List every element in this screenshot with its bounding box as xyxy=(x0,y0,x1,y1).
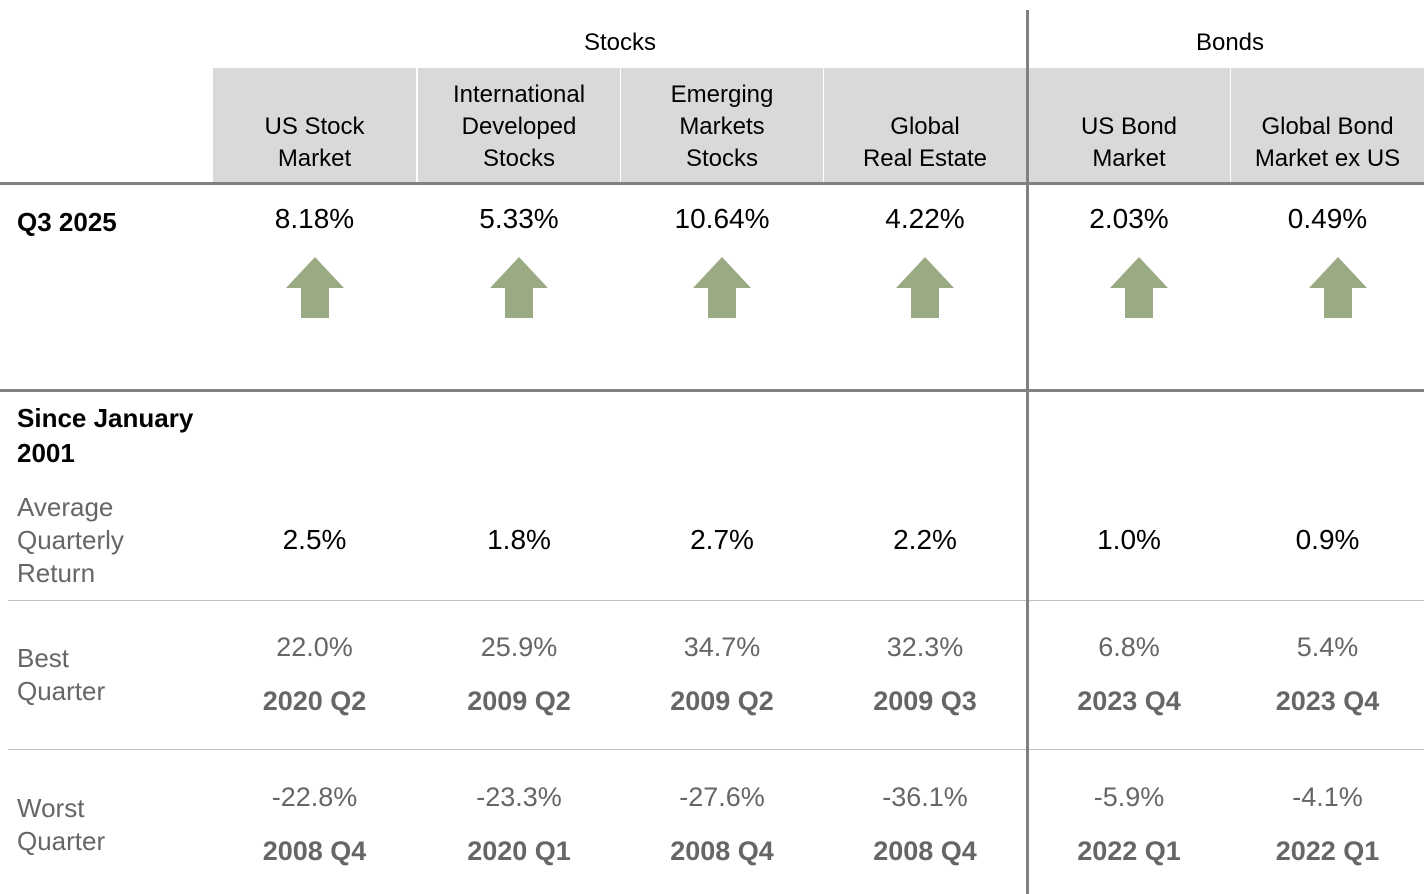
quarter-return: 0.49% xyxy=(1287,203,1368,234)
arrow-icon xyxy=(1308,257,1367,318)
header-cell xyxy=(621,68,823,182)
column-header-line: Emerging xyxy=(670,81,774,108)
column-header-line: US Stock xyxy=(264,113,365,140)
group-label: Stocks xyxy=(583,29,657,56)
average-return: 2.5% xyxy=(282,524,347,555)
column-header-line: US Bond xyxy=(1080,113,1178,140)
quarter-return: 8.18% xyxy=(274,203,355,234)
row-label-line: Best xyxy=(17,643,70,673)
quarter-return: 2.03% xyxy=(1089,203,1169,234)
up-arrow xyxy=(1308,257,1367,318)
worst-return: -36.1% xyxy=(882,782,968,812)
best-return: 25.9% xyxy=(480,632,558,662)
best-period: 2009 Q2 xyxy=(670,686,774,716)
worst-period: 2008 Q4 xyxy=(873,836,977,866)
average-return: 1.8% xyxy=(487,524,551,555)
section-label-line: 2001 xyxy=(17,438,75,468)
header-cell xyxy=(824,68,1026,182)
column-header-line: Real Estate xyxy=(862,145,988,172)
row-label-line: Quarter xyxy=(17,676,106,706)
section-label-line: Since January xyxy=(17,403,194,433)
worst-period: 2008 Q4 xyxy=(670,836,774,866)
header-cell xyxy=(1231,68,1424,182)
best-return: 34.7% xyxy=(683,632,761,662)
up-arrow xyxy=(896,257,954,318)
rule xyxy=(8,749,1424,750)
best-period: 2023 Q4 xyxy=(1275,686,1380,716)
divider xyxy=(1026,10,1029,894)
column-header-line: Global xyxy=(890,113,960,140)
arrow-icon xyxy=(490,257,548,318)
row-label-line: Quarterly xyxy=(17,525,124,555)
worst-period: 2008 Q4 xyxy=(262,836,367,866)
worst-period: 2020 Q1 xyxy=(467,836,571,866)
row-label-line: Average xyxy=(17,492,114,522)
up-arrow xyxy=(693,257,751,318)
worst-return: -23.3% xyxy=(476,782,562,812)
average-return: 2.7% xyxy=(690,524,754,555)
header-cell xyxy=(213,68,416,182)
worst-period: 2022 Q1 xyxy=(1077,836,1181,866)
arrow-icon xyxy=(1110,257,1168,318)
worst-return: -5.9% xyxy=(1093,782,1165,812)
column-header-line: Developed xyxy=(461,113,577,140)
column-header-line: Market xyxy=(277,145,352,172)
best-period: 2023 Q4 xyxy=(1077,686,1181,716)
row-label: Average Quarterly Return xyxy=(17,491,124,590)
up-arrow xyxy=(1110,257,1168,318)
row-label: Best Quarter xyxy=(17,642,105,708)
column-header: International Developed Stocks xyxy=(453,79,585,175)
quarter-return: 4.22% xyxy=(885,203,965,234)
arrow-icon xyxy=(285,257,344,318)
quarter-return: 10.64% xyxy=(674,203,770,234)
best-return: 22.0% xyxy=(276,632,353,662)
best-period: 2009 Q3 xyxy=(873,686,977,716)
column-header: Global Real Estate xyxy=(863,111,987,175)
average-return: 1.0% xyxy=(1097,524,1161,555)
worst-return: -22.8% xyxy=(271,782,358,812)
header-cell xyxy=(418,68,620,182)
worst-return: -27.6% xyxy=(679,782,765,812)
column-header-line: Global Bond xyxy=(1261,113,1394,140)
worst-period: 2022 Q1 xyxy=(1275,836,1380,866)
row-label-line: Quarter xyxy=(17,826,106,856)
column-header-line: International xyxy=(452,81,586,108)
average-return: 2.2% xyxy=(893,524,957,555)
column-header: Emerging Markets Stocks xyxy=(671,79,774,175)
header-cell xyxy=(1028,68,1230,182)
group-label: Bonds xyxy=(1195,29,1265,56)
column-header-line: Stocks xyxy=(482,145,556,172)
column-header: Global Bond Market ex US xyxy=(1255,111,1400,175)
best-return: 32.3% xyxy=(886,632,964,662)
row-label-line: Worst xyxy=(17,793,85,823)
up-arrow xyxy=(285,257,344,318)
best-period: 2020 Q2 xyxy=(262,686,367,716)
average-return: 0.9% xyxy=(1295,524,1360,555)
best-return: 5.4% xyxy=(1296,632,1359,662)
column-header-line: Stocks xyxy=(685,145,759,172)
rule xyxy=(0,389,1424,392)
best-return: 6.8% xyxy=(1098,632,1160,662)
row-label: Q3 2025 xyxy=(17,207,117,237)
section-label: Since January 2001 xyxy=(17,401,193,471)
quarter-return: 5.33% xyxy=(479,203,559,234)
arrow-icon xyxy=(693,257,751,318)
best-period: 2009 Q2 xyxy=(467,686,571,716)
rule xyxy=(0,182,1424,185)
row-label: Worst Quarter xyxy=(17,792,105,858)
column-header-line: Markets xyxy=(679,113,765,140)
rule xyxy=(8,600,1424,601)
column-header: US Stock Market xyxy=(264,111,364,175)
arrow-icon xyxy=(896,257,954,318)
row-label-line: Return xyxy=(17,558,96,588)
column-header-line: Market xyxy=(1092,145,1166,172)
column-header-line: Market ex US xyxy=(1254,145,1401,172)
worst-return: -4.1% xyxy=(1292,782,1363,812)
up-arrow xyxy=(490,257,548,318)
column-header: US Bond Market xyxy=(1081,111,1177,175)
